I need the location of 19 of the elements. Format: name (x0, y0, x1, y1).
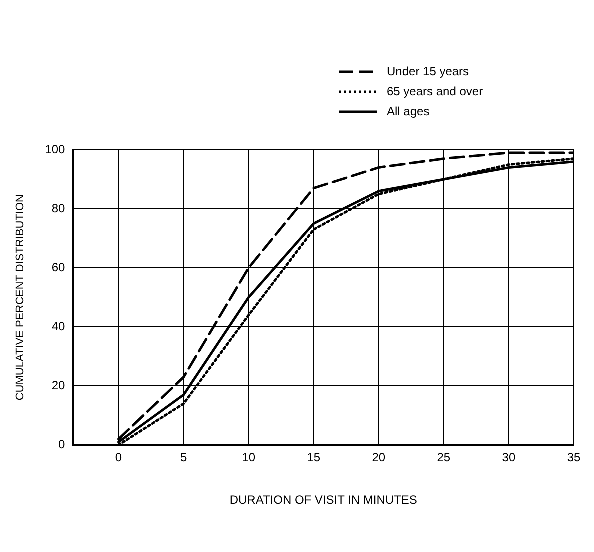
x-tick-label: 25 (437, 450, 451, 465)
x-tick-label: 30 (502, 450, 516, 465)
y-tick-label: 60 (52, 260, 66, 274)
y-tick-label: 40 (52, 319, 66, 334)
x-tick-label: 35 (567, 450, 581, 465)
x-tick-label: 10 (242, 450, 256, 465)
legend-label: 65 years and over (387, 84, 484, 98)
x-tick-label: 15 (307, 450, 321, 465)
x-tick-label: 20 (372, 450, 386, 465)
y-axis-title: CUMULATIVE PERCENT DISTRIBUTION (14, 194, 27, 401)
legend-label: All ages (387, 104, 430, 118)
x-tick-label: 0 (115, 450, 122, 465)
y-tick-label: 100 (45, 142, 66, 156)
y-tick-label: 80 (52, 201, 66, 216)
y-tick-label: 20 (52, 378, 66, 392)
legend-label: Under 15 years (387, 64, 470, 78)
x-tick-label: 5 (180, 450, 188, 465)
x-axis-title: DURATION OF VISIT IN MINUTES (230, 493, 418, 508)
y-tick-label: 0 (58, 438, 66, 452)
